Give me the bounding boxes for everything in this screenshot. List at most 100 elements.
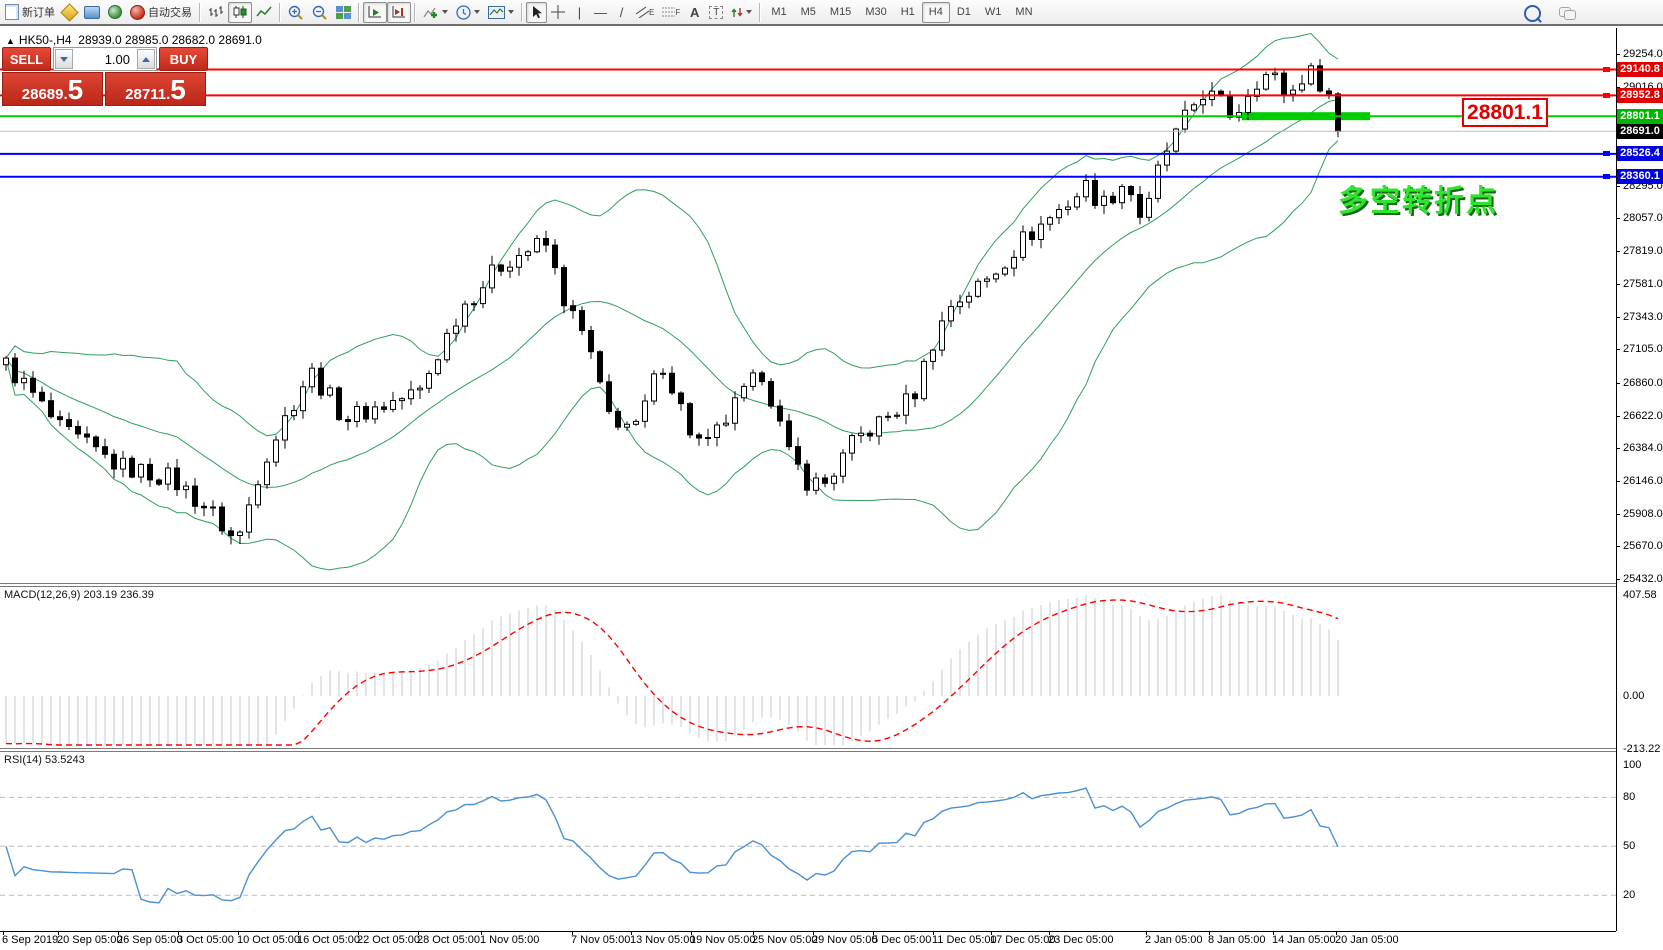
tile-windows-button[interactable] <box>332 2 355 23</box>
candlestick-chart-button[interactable] <box>228 1 252 23</box>
date-tick <box>238 931 239 935</box>
time-axis[interactable] <box>0 931 1616 950</box>
channel-tool-button[interactable]: E <box>632 2 658 23</box>
date-tick <box>813 931 814 935</box>
one-click-trading-panel: SELL 1.00 BUY 28689. 5 28711. 5 <box>2 47 208 106</box>
timeframe-m1[interactable]: M1 <box>771 6 787 18</box>
search-button[interactable] <box>1520 3 1545 24</box>
date-label: 16 Oct 05:00 <box>297 934 360 946</box>
date-label: 5 Dec 05:00 <box>872 934 932 946</box>
price-tick <box>1616 579 1620 580</box>
price-level-tag: 28360.1 <box>1617 169 1663 184</box>
horizontal-line-tool-button[interactable]: — <box>594 4 607 20</box>
date-label: 1 Nov 05:00 <box>480 934 540 946</box>
price-tick-label: 27343.0 <box>1623 311 1663 323</box>
symbol-timeframe: HK50-,H4 <box>18 33 72 47</box>
volume-decrease-button[interactable] <box>55 49 73 69</box>
macd-label: MACD(12,26,9) 203.19 236.39 <box>4 589 154 601</box>
main-chart-pane[interactable] <box>0 30 1616 583</box>
zoom-in-icon <box>288 5 303 20</box>
timeframe-m15[interactable]: M15 <box>829 6 852 18</box>
macd-pane[interactable] <box>0 587 1616 748</box>
sell-button[interactable]: SELL <box>2 47 51 71</box>
buy-price-button[interactable]: 28711. 5 <box>105 72 206 106</box>
community-chat-button[interactable] <box>1555 3 1579 24</box>
line-chart-button[interactable] <box>252 2 276 23</box>
channel-label: E <box>649 7 655 17</box>
turning-point-annotation[interactable]: 多空转折点 <box>1338 185 1498 218</box>
new-order-button[interactable]: 新订单 <box>1 2 59 23</box>
metaeditor-button[interactable] <box>59 2 80 23</box>
text-tool-button[interactable]: A <box>690 4 700 20</box>
level-marker <box>1603 151 1610 156</box>
date-tick <box>1049 931 1050 935</box>
macd-axis-label: 0.00 <box>1623 690 1645 702</box>
zoom-in-button[interactable] <box>284 2 308 23</box>
timeframe-h4[interactable]: H4 <box>921 1 950 23</box>
price-tick <box>1616 218 1620 219</box>
alerts-button[interactable] <box>104 2 126 23</box>
cursor-tool-button[interactable] <box>526 1 547 23</box>
toolbar-separator <box>358 2 360 22</box>
spinner-down-icon <box>60 56 68 62</box>
toolbar-separator <box>199 2 201 22</box>
pane-separator[interactable] <box>0 748 1616 752</box>
date-label: 3 Oct 05:00 <box>177 934 234 946</box>
date-label: 22 Oct 05:00 <box>357 934 420 946</box>
zoom-out-icon <box>312 5 327 20</box>
trendline-tool-button[interactable]: / <box>619 4 624 20</box>
price-tick-label: 25432.0 <box>1623 573 1663 585</box>
date-label: 25 Nov 05:00 <box>752 934 818 946</box>
periods-button[interactable] <box>452 2 484 23</box>
date-label: 19 Nov 05:00 <box>690 934 756 946</box>
timeframe-w1[interactable]: W1 <box>984 6 1002 18</box>
chat-icon <box>1559 7 1576 20</box>
templates-button[interactable] <box>484 2 518 23</box>
chart-shift-button[interactable] <box>387 1 411 23</box>
date-tick <box>1273 931 1274 935</box>
date-tick <box>418 931 419 935</box>
zoom-out-button[interactable] <box>308 2 332 23</box>
bar-chart-button[interactable] <box>204 2 228 23</box>
text-label-tool-button[interactable]: T <box>705 2 727 23</box>
fibonacci-tool-button[interactable]: F <box>658 2 684 23</box>
timeframe-mn[interactable]: MN <box>1015 6 1033 18</box>
rsi-pane[interactable] <box>0 752 1616 931</box>
timeframe-m5[interactable]: M5 <box>800 6 816 18</box>
date-label: 28 Oct 05:00 <box>417 934 480 946</box>
indicators-button[interactable] <box>419 2 452 23</box>
crosshair-tool-button[interactable] <box>547 2 569 23</box>
auto-scroll-button[interactable] <box>363 1 387 23</box>
timeframe-h1[interactable]: H1 <box>900 6 915 18</box>
sell-price-button[interactable]: 28689. 5 <box>2 72 103 106</box>
rsi-axis-label: 50 <box>1623 840 1636 852</box>
timeframe-d1[interactable]: D1 <box>956 6 971 18</box>
buy-button[interactable]: BUY <box>159 47 208 71</box>
arrows-icon <box>731 7 743 17</box>
date-label: 20 Sep 05:00 <box>57 934 123 946</box>
price-tick <box>1616 87 1620 88</box>
pane-separator[interactable] <box>0 583 1616 587</box>
level-marker <box>1603 67 1610 72</box>
rsi-axis-label: 80 <box>1623 791 1636 803</box>
main-toolbar: 新订单 自动交易 <box>0 0 1663 26</box>
arrows-tool-button[interactable] <box>727 2 756 23</box>
timeframe-m30[interactable]: M30 <box>865 6 887 18</box>
market-watch-button[interactable] <box>80 2 104 23</box>
price-tick-label: 27581.0 <box>1623 278 1663 290</box>
volume-increase-button[interactable] <box>137 49 155 69</box>
price-tick-label: 28057.0 <box>1623 212 1663 224</box>
price-tick <box>1616 251 1620 252</box>
date-tick <box>753 931 754 935</box>
clock-icon <box>456 4 471 20</box>
date-tick <box>298 931 299 935</box>
auto-scroll-icon <box>368 6 381 18</box>
timeframe-group: M1 M5 M15 M30 H1 H4 D1 W1 MN <box>764 1 1039 23</box>
level-marker <box>1603 93 1610 98</box>
date-label: 14 Jan 05:00 <box>1272 934 1336 946</box>
date-tick <box>691 931 692 935</box>
volume-input[interactable]: 1.00 <box>104 51 130 67</box>
vertical-line-tool-button[interactable]: | <box>577 4 582 20</box>
price-annotation-box[interactable]: 28801.1 <box>1462 98 1548 127</box>
autotrading-button[interactable]: 自动交易 <box>126 2 196 23</box>
